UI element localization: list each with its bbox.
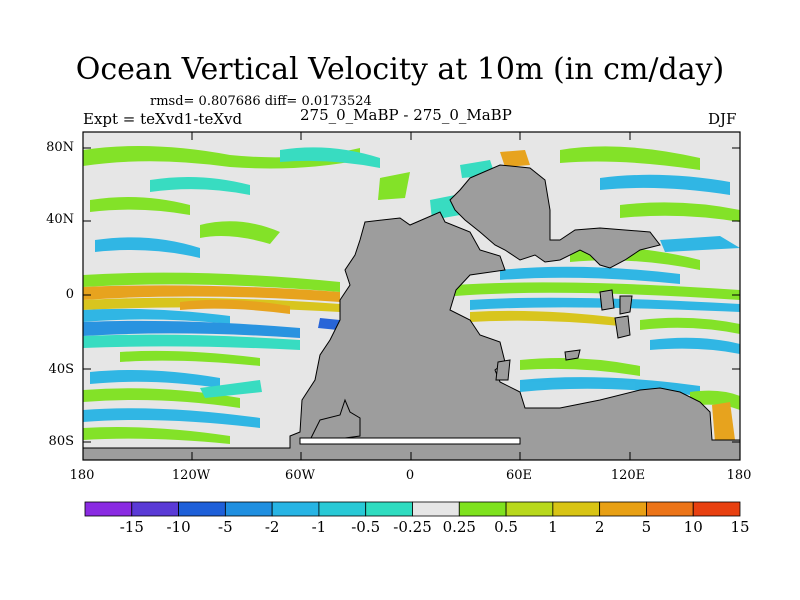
- colorbar-label: 2: [594, 518, 605, 536]
- map-area: [83, 132, 740, 460]
- colorbar-label: -15: [119, 518, 144, 536]
- colorbar-label: -2: [264, 518, 280, 536]
- x-tick-label: 120W: [171, 468, 211, 483]
- ice-shelf: [299, 437, 521, 445]
- velocity-field: [83, 146, 740, 444]
- colorbar-swatch: [412, 501, 460, 517]
- colorbar-swatch: [646, 501, 694, 517]
- colorbar-swatch: [271, 501, 320, 517]
- colorbar-label: -1: [311, 518, 327, 536]
- colorbar-swatch: [365, 501, 413, 517]
- case-label: 275_0_MaBP - 275_0_MaBP: [300, 106, 512, 124]
- stats-text: rmsd= 0.807686 diff= 0.0173524: [150, 94, 372, 109]
- colorbar-label: -10: [166, 518, 191, 536]
- colorbar: [84, 501, 741, 517]
- colorbar-label: 1: [548, 518, 558, 536]
- colorbar-label: 10: [683, 518, 703, 536]
- colorbar-label: -0.5: [351, 518, 381, 536]
- colorbar-swatch: [224, 501, 273, 517]
- y-tick-label: 80N: [46, 140, 74, 155]
- land-masses: [83, 164, 740, 460]
- y-tick-label: 40N: [46, 212, 74, 227]
- colorbar-swatch: [131, 501, 179, 517]
- colorbar-swatch: [178, 501, 226, 517]
- x-tick-label: 180: [69, 468, 95, 483]
- x-tick-label: 60E: [505, 468, 533, 483]
- x-tick-label: 0: [405, 468, 415, 483]
- y-tick-label: 40S: [48, 362, 74, 377]
- colorbar-swatch: [692, 501, 741, 517]
- colorbar-swatch: [84, 501, 133, 517]
- colorbar-swatch: [599, 501, 647, 517]
- colorbar-label: 5: [641, 518, 652, 536]
- y-tick-label: 0: [65, 287, 74, 302]
- colorbar-swatch: [458, 501, 507, 517]
- colorbar-label: 15: [730, 518, 750, 536]
- colorbar-label: -0.25: [393, 518, 432, 536]
- season-label: DJF: [708, 110, 737, 128]
- y-axis-ticks: [83, 147, 740, 443]
- colorbar-swatch: [552, 501, 601, 517]
- y-tick-label: 80S: [48, 434, 74, 449]
- colorbar-label: 0.25: [442, 518, 476, 536]
- x-tick-label: 120E: [610, 468, 646, 483]
- x-tick-label: 180: [726, 468, 752, 483]
- figure-title: Ocean Vertical Velocity at 10m (in cm/da…: [75, 52, 725, 87]
- colorbar-swatch: [505, 501, 554, 517]
- experiment-label: Expt = teXvd1-teXvd: [83, 110, 243, 128]
- x-axis-ticks: [82, 132, 741, 460]
- x-tick-label: 60W: [285, 468, 315, 483]
- colorbar-swatch: [318, 501, 367, 517]
- colorbar-label: 0.5: [494, 518, 518, 536]
- colorbar-label: -5: [218, 518, 233, 536]
